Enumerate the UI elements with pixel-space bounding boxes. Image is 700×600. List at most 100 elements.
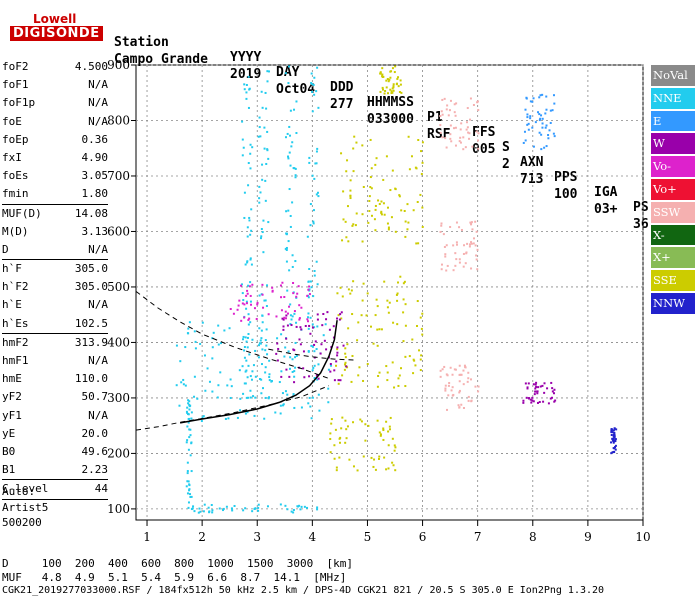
echo-point-o-trace-vertical-2 bbox=[284, 72, 287, 75]
echo-point-ssw-cluster-2 bbox=[456, 243, 459, 246]
echo-point-o-trace-vertical-1 bbox=[315, 150, 318, 153]
echo-point-sse-arch-2 bbox=[411, 338, 414, 341]
echo-point-o-trace-F2-1 bbox=[295, 354, 298, 357]
echo-point-ssw-cluster-1 bbox=[448, 109, 451, 112]
echo-point-o-trace-F2-1 bbox=[217, 384, 220, 387]
echo-point-o-trace-vertical-2 bbox=[292, 393, 295, 396]
echo-point-w-cluster-8 bbox=[531, 399, 534, 402]
echo-point-sse-arch-3 bbox=[375, 157, 378, 160]
echo-point-o-trace-F2-1 bbox=[324, 323, 327, 326]
echo-point-o-trace-vertical-3 bbox=[258, 116, 261, 119]
echo-point-w-cluster bbox=[281, 317, 284, 320]
param-row-mufd: MUF(D) 14.08 bbox=[2, 205, 108, 223]
echo-point-ssw-cluster-3 bbox=[466, 380, 469, 383]
echo-point-sse-arch-2 bbox=[376, 344, 379, 347]
echo-point-e-cluster-8 bbox=[553, 102, 556, 105]
header-values: Campo Grande 2019 Oct04 277 033000 RSF 0… bbox=[114, 37, 649, 232]
echo-point-o-trace-vertical-3 bbox=[262, 251, 265, 254]
legend-item-w: W bbox=[651, 133, 695, 155]
echo-point-es-layer bbox=[290, 510, 293, 513]
echo-point-ssw-cluster-3 bbox=[451, 394, 454, 397]
echo-point-w-cluster-8 bbox=[537, 386, 540, 389]
echo-point-w-cluster bbox=[321, 324, 324, 327]
echo-point-ssw-cluster-1 bbox=[465, 121, 468, 124]
echo-point-ssw-cluster-1 bbox=[459, 136, 462, 139]
echo-point-o-trace-F2-1 bbox=[317, 393, 320, 396]
echo-point-nnw-9.5 bbox=[610, 430, 613, 433]
echo-point-vo-minus bbox=[246, 292, 249, 295]
echo-point-w-cluster-8 bbox=[546, 387, 549, 390]
echo-point-o-trace-vertical-1 bbox=[316, 147, 319, 150]
echo-point-sse-arch-4 bbox=[379, 71, 382, 74]
echo-point-vo-minus bbox=[306, 294, 309, 297]
echo-point-ssw-cluster-1 bbox=[469, 97, 472, 100]
echo-point-ssw-cluster-2 bbox=[452, 244, 455, 247]
echo-point-ssw-cluster-1 bbox=[452, 127, 455, 130]
echo-point-sse-arch-3 bbox=[406, 228, 409, 231]
echo-point-e-cluster-8 bbox=[537, 111, 540, 114]
echo-point-es-layer bbox=[316, 508, 319, 511]
header-label-p1: P1 bbox=[427, 110, 443, 125]
echo-point-sse-arch-3 bbox=[354, 224, 357, 227]
echo-point-sse-arch-2 bbox=[378, 371, 381, 374]
echo-point-o-trace-F2-1 bbox=[182, 378, 185, 381]
echo-point-ssw-cluster-2 bbox=[449, 225, 452, 228]
echo-point-sse-arch-4 bbox=[400, 91, 403, 94]
echo-point-vo-minus bbox=[279, 284, 282, 287]
echo-point-o-trace-F2-1 bbox=[247, 323, 250, 326]
echo-point-o-trace-vertical-3 bbox=[264, 396, 267, 399]
echo-point-o-trace-vertical-3 bbox=[261, 106, 264, 109]
echo-point-vo-minus bbox=[236, 308, 239, 311]
echo-point-ssw-cluster-2 bbox=[445, 244, 448, 247]
echo-point-sse-arch-1 bbox=[362, 455, 365, 458]
echo-point-o-trace-vertical-3 bbox=[258, 327, 261, 330]
echo-point-nnw-9.5 bbox=[613, 439, 616, 442]
echo-point-o-trace-F2-1 bbox=[201, 416, 204, 419]
echo-point-ssw-cluster-3 bbox=[446, 408, 449, 411]
echo-point-ssw-cluster-2 bbox=[443, 245, 446, 248]
legend-item-vo-plus: Vo+ bbox=[651, 178, 695, 200]
echo-point-ssw-cluster-3 bbox=[460, 403, 463, 406]
echo-point-o-trace-F2-1 bbox=[316, 378, 319, 381]
echo-point-vo-minus bbox=[256, 301, 259, 304]
param-value: 4.90 bbox=[81, 150, 109, 164]
echo-point-e-cluster-8 bbox=[548, 129, 551, 132]
echo-point-ssw-cluster-3 bbox=[477, 385, 480, 388]
echo-point-ssw-cluster-1 bbox=[449, 137, 452, 140]
echo-point-es-layer bbox=[192, 505, 195, 508]
echo-point-ssw-cluster-1 bbox=[441, 98, 444, 101]
echo-point-sse-arch-3 bbox=[369, 176, 372, 179]
echo-point-sse-arch-3 bbox=[370, 214, 373, 217]
muf-row: MUF 4.8 4.9 5.1 5.4 5.9 6.6 8.7 14.1 [MH… bbox=[2, 571, 347, 584]
echo-point-w-cluster bbox=[293, 349, 296, 352]
echo-point-sse-arch-1 bbox=[370, 456, 373, 459]
echo-point-ssw-cluster-2 bbox=[462, 265, 465, 268]
echo-point-sse-arch-3 bbox=[346, 159, 349, 162]
param-value: N/A bbox=[88, 242, 108, 256]
echo-point-nnw-9.5 bbox=[615, 428, 618, 431]
param-row-md: M(D) 3.13 bbox=[2, 223, 108, 241]
echo-point-nnw-9.5 bbox=[610, 441, 613, 444]
echo-point-o-trace-F2-1 bbox=[281, 404, 284, 407]
echo-point-o-trace-vertical-2 bbox=[288, 125, 291, 128]
echo-point-w-cluster bbox=[302, 367, 305, 370]
echo-point-o-trace-vertical-5 bbox=[189, 428, 192, 431]
echo-point-o-trace-vertical-3 bbox=[262, 219, 265, 222]
echo-point-o-trace-vertical-3 bbox=[259, 237, 262, 240]
echo-point-ssw-cluster-1 bbox=[439, 114, 442, 117]
echo-point-w-cluster bbox=[302, 350, 305, 353]
echo-point-sse-arch-3 bbox=[389, 189, 392, 192]
echo-point-o-trace-F2-1 bbox=[220, 342, 223, 345]
echo-point-w-cluster-8 bbox=[551, 396, 554, 399]
echo-point-ssw-cluster-1 bbox=[441, 113, 444, 116]
echo-point-ssw-cluster-1 bbox=[455, 102, 458, 105]
param-value: 0.36 bbox=[81, 132, 109, 146]
echo-point-o-trace-vertical-4 bbox=[247, 313, 250, 316]
echo-point-o-trace-vertical-3 bbox=[258, 126, 261, 129]
echo-point-sse-arch-3 bbox=[349, 194, 352, 197]
x-tick-label: 6 bbox=[419, 530, 427, 544]
echo-point-o-trace-vertical-1 bbox=[310, 344, 313, 347]
echo-point-sse-arch-4 bbox=[384, 89, 387, 92]
echo-point-o-trace-vertical-3 bbox=[266, 130, 269, 133]
echo-point-nnw-9.5 bbox=[614, 448, 617, 451]
